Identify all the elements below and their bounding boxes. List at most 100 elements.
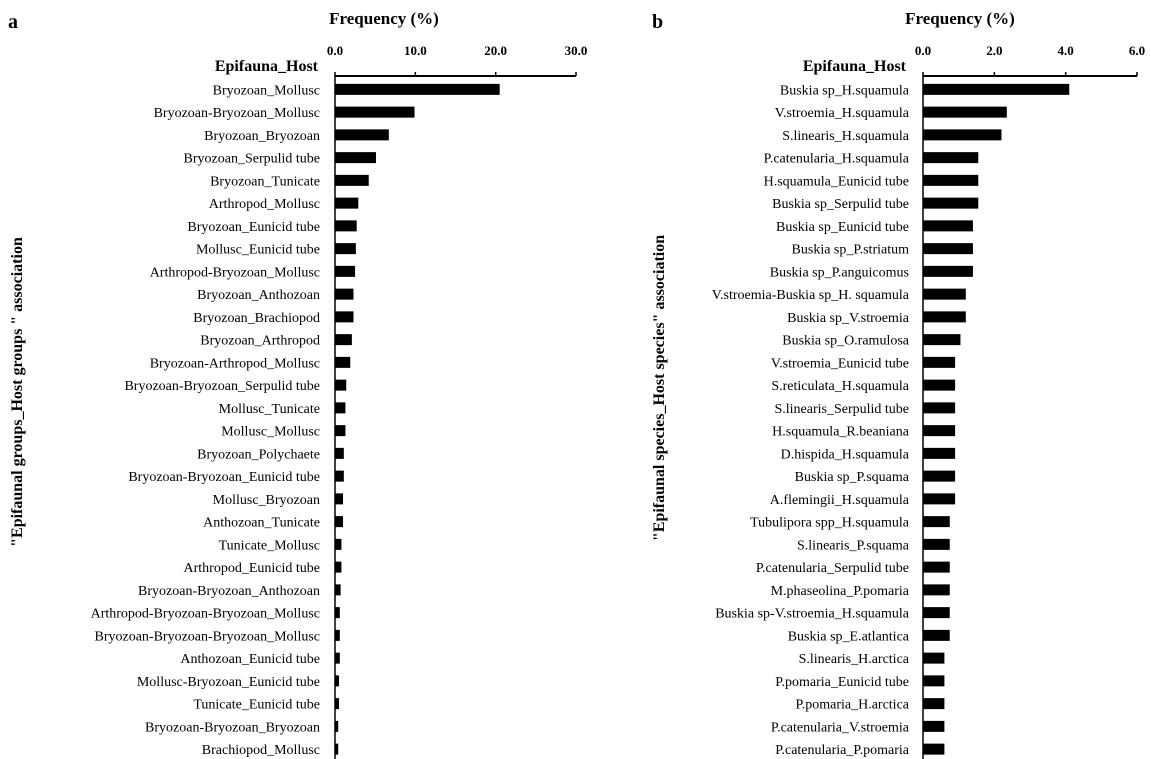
- panel-b-bar: [923, 356, 956, 368]
- panel-b-category-label: P.catenularia_H.squamula: [764, 152, 910, 167]
- panel-a-bar: [335, 470, 344, 482]
- panel-a-bar: [335, 561, 342, 573]
- panel-a-category-label: Mollusc_Bryozoan: [213, 493, 320, 508]
- panel-a-category-label: Bryozoan-Bryozoan_Bryozoan: [145, 720, 320, 735]
- panel-b-bar: [923, 493, 956, 505]
- panel-b-bar: [923, 288, 966, 300]
- panel-b-letter: b: [652, 11, 663, 33]
- panel-b-bar: [923, 220, 973, 232]
- panel-a-bar: [335, 152, 376, 164]
- panel-b-category-label: S.linearis_P.squama: [797, 538, 910, 553]
- panel-b-category-label: Buskia sp_Eunicid tube: [776, 220, 909, 235]
- panel-b-category-label: P.catenularia_Serpulid tube: [756, 561, 909, 576]
- panel-a-category-label: Mollusc-Bryozoan_Eunicid tube: [137, 675, 320, 690]
- panel-b-category-label: V.stroemia-Buskia sp_H. squamula: [712, 288, 910, 303]
- panel-b-category-label: V.stroemia_Eunicid tube: [771, 356, 909, 371]
- panel-b-bar: [923, 425, 956, 437]
- panel-b-bar: [923, 265, 973, 277]
- panel-a-category-label: Anthozoan_Eunicid tube: [180, 652, 320, 667]
- panel-a-category-label: Bryozoan-Bryozoan_Mollusc: [154, 106, 320, 121]
- panel-a-bar: [335, 675, 340, 687]
- panel-a-bar: [335, 584, 341, 596]
- panel-a-tick-label: 20.0: [484, 43, 507, 58]
- panel-b-bar: [923, 675, 945, 687]
- panel-a-tick-label: 10.0: [404, 43, 427, 58]
- panel-b-category-label: S.reticulata_H.squamula: [771, 379, 909, 394]
- panel-b-bar: [923, 129, 1002, 141]
- panel-b-bar: [923, 516, 950, 528]
- panel-b-bar: [923, 243, 973, 255]
- panel-a-category-label: Tunicate_Eunicid tube: [193, 698, 320, 713]
- panel-b-category-label: H.squamula_R.beaniana: [772, 425, 910, 440]
- panel-b-category-label: Buskia sp_Serpulid tube: [772, 197, 909, 212]
- panel-a-bar: [335, 356, 351, 368]
- panel-a-category-label: Bryozoan_Brachiopod: [193, 311, 320, 326]
- panel-a-bar: [335, 720, 339, 732]
- panel-b-bar: [923, 83, 1070, 95]
- panel-a-bar: [335, 265, 356, 277]
- panel-b-category-label: Buskia sp_P.striatum: [792, 243, 910, 258]
- panel-b-bar: [923, 743, 945, 755]
- panel-b-bar: [923, 584, 950, 596]
- panel-b-category-label: P.catenularia_P.pomaria: [775, 743, 910, 758]
- panel-a-bar: [335, 425, 346, 437]
- panel-b-plot: 0.0 2.0 4.0 6.0 Buskia sp_H.squamula V.stroem…: [712, 43, 1145, 759]
- panel-a-category-label: Arthropod_Eunicid tube: [184, 561, 320, 576]
- panel-b-bar: [923, 197, 979, 209]
- panel-b-category-label: Buskia sp_O.ramulosa: [782, 334, 910, 349]
- panel-a-bar: [335, 129, 389, 141]
- panel-b-tick-label: 2.0: [986, 43, 1002, 58]
- panel-b-bar: [923, 698, 945, 710]
- panel-a-category-label: Tunicate_Mollusc: [219, 538, 320, 553]
- panel-b-category-label: P.catenularia_V.stroemia: [771, 720, 910, 735]
- panel-a-category-label: Bryozoan_Eunicid tube: [187, 220, 320, 235]
- panel-b-tick-label: 6.0: [1129, 43, 1145, 58]
- panel-a-bar: [335, 698, 340, 710]
- panel-b-tick-label: 0.0: [915, 43, 931, 58]
- panel-a-category-label: Arthropod-Bryozoan-Bryozoan_Mollusc: [91, 607, 320, 622]
- panel-a-category-label: Bryozoan_Serpulid tube: [184, 152, 320, 167]
- panel-b-bar: [923, 106, 1007, 118]
- panel-a-bar: [335, 174, 369, 186]
- panel-b-category-label: S.linearis_Serpulid tube: [774, 402, 909, 417]
- panel-b-category-label: P.pomaria_H.arctica: [795, 698, 909, 713]
- panel-a-bar: [335, 197, 359, 209]
- panel-a-bar: [335, 447, 344, 459]
- panel-a-bar: [335, 83, 500, 95]
- panel-a-x-title: Frequency (%): [329, 9, 439, 28]
- panel-a-category-label: Mollusc_Mollusc: [221, 425, 320, 440]
- panel-b-bar: [923, 538, 950, 550]
- panel-b-category-label: Tubulipora spp_H.squamula: [750, 516, 910, 531]
- panel-a-y-title: "Epifaunal groups_Host groups " associat…: [9, 237, 26, 547]
- panel-b-bar: [923, 447, 956, 459]
- panel-a-category-label: Bryozoan-Bryozoan-Bryozoan_Mollusc: [95, 629, 321, 644]
- panel-b-category-header: Epifauna_Host: [803, 58, 907, 75]
- panel-a-category-label: Bryozoan_Tunicate: [210, 174, 320, 189]
- panel-b-category-label: Buskia sp-V.stroemia_H.squamula: [715, 607, 910, 622]
- panel-a-category-label: Bryozoan_Mollusc: [213, 83, 320, 98]
- panel-a-tick-label: 30.0: [565, 43, 588, 58]
- panel-a-category-label: Mollusc_Eunicid tube: [196, 243, 320, 258]
- panel-a-category-label: Anthozoan_Tunicate: [203, 516, 320, 531]
- panel-b-category-label: H.squamula_Eunicid tube: [764, 174, 909, 189]
- panel-b-bar: [923, 561, 950, 573]
- panel-a-category-label: Bryozoan-Bryozoan_Eunicid tube: [128, 470, 320, 485]
- panel-b-bar: [923, 402, 956, 414]
- panel-a-bar: [335, 106, 415, 118]
- panel-b-category-label: P.pomaria_Eunicid tube: [775, 675, 909, 690]
- panel-b-bar: [923, 311, 966, 323]
- panel-a-category-label: Mollusc_Tunicate: [219, 402, 320, 417]
- panel-b-category-label: S.linearis_H.arctica: [799, 652, 910, 667]
- panel-a-bar: [335, 402, 346, 414]
- panel-a-category-label: Bryozoan_Arthropod: [200, 334, 320, 349]
- panel-a-bar: [335, 743, 339, 755]
- panel-a-category-label: Bryozoan-Arthropod_Mollusc: [150, 356, 320, 371]
- panel-b-y-title: "Epifaunal species_Host species" associa…: [651, 235, 668, 541]
- panel-b-category-label: M.phaseolina_P.pomaria: [771, 584, 910, 599]
- panel-a-plot: 0.0 10.0 20.0 30.0 Bryozoan_Mollusc Bryozoan-…: [91, 43, 588, 759]
- panel-b-category-label: D.hispida_H.squamula: [781, 447, 910, 462]
- panel-a-category-label: Arthropod-Bryozoan_Mollusc: [150, 265, 320, 280]
- panel-b-bar: [923, 607, 950, 619]
- panel-a-category-label: Brachiopod_Mollusc: [202, 743, 320, 758]
